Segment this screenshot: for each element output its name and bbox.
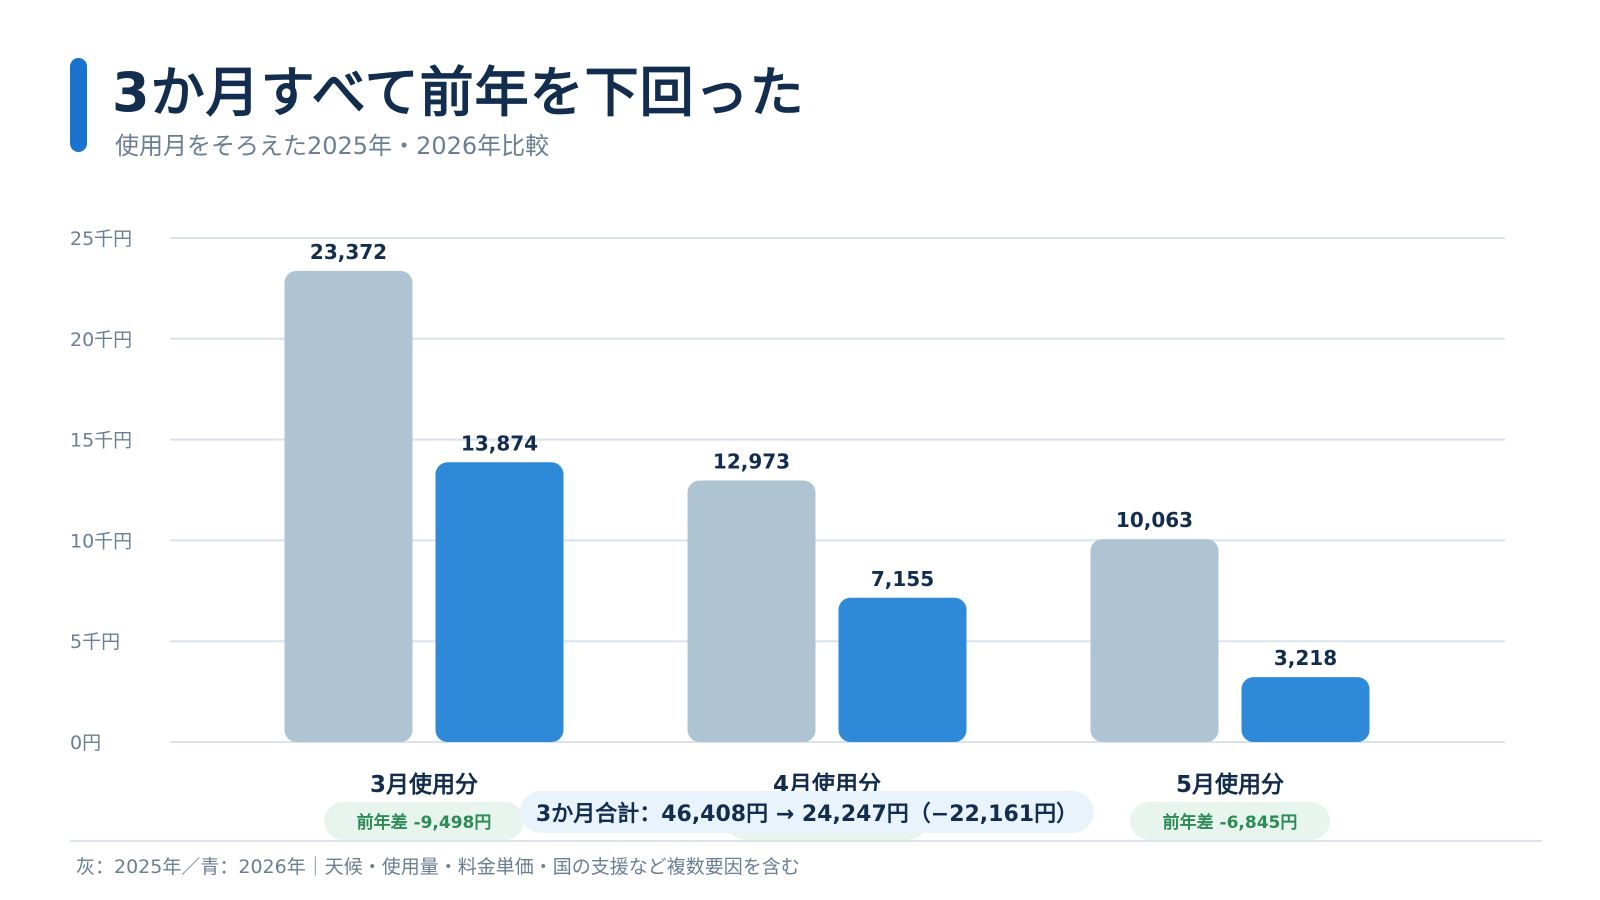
bar-2026 [838, 597, 967, 742]
data-label: 10,063 [1116, 508, 1193, 532]
total-summary-pill: 3か月合計：46,408円 → 24,247円（−22,161円） [520, 791, 1094, 833]
data-label: 13,874 [461, 431, 538, 455]
data-label: 7,155 [871, 567, 934, 591]
y-tick-label: 10千円 [70, 530, 132, 552]
title-accent-bar [70, 58, 87, 152]
difference-pill [324, 802, 524, 840]
x-category-label: 5月使用分 [1176, 772, 1284, 798]
bar-2025 [687, 480, 816, 742]
y-tick-label: 0円 [70, 732, 101, 754]
bar-2025 [284, 270, 413, 742]
difference-label: 前年差 -6,845円 [1163, 812, 1298, 833]
footer-divider [70, 840, 1542, 842]
y-tick-label: 20千円 [70, 329, 132, 351]
y-tick-label: 15千円 [70, 430, 132, 452]
bar-2026 [1241, 677, 1370, 742]
data-label: 12,973 [713, 449, 790, 473]
difference-label: 前年差 -9,498円 [357, 812, 492, 833]
difference-pill [1130, 802, 1330, 840]
y-tick-label: 5千円 [70, 631, 120, 653]
data-label: 23,372 [310, 240, 387, 264]
bar-2025 [1090, 539, 1219, 742]
bar-2026 [435, 462, 564, 742]
x-category-label: 3月使用分 [370, 772, 478, 798]
data-label: 3,218 [1274, 646, 1337, 670]
footer-note: 灰：2025年／青：2026年｜天候・使用量・料金単価・国の支援など複数要因を含… [76, 856, 800, 878]
y-tick-label: 25千円 [70, 228, 132, 250]
page-title: 3か月すべて前年を下回った [112, 61, 805, 124]
page-subtitle: 使用月をそろえた2025年・2026年比較 [115, 132, 550, 160]
